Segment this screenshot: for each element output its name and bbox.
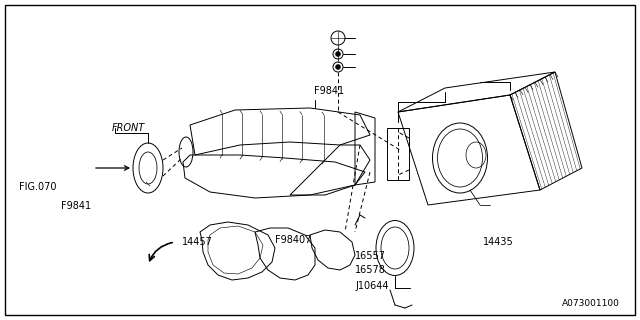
Text: J10644: J10644 <box>355 281 388 292</box>
Text: F9841: F9841 <box>61 201 91 212</box>
Text: A073001100: A073001100 <box>562 299 620 308</box>
Text: 16557: 16557 <box>355 251 386 261</box>
Text: 14457: 14457 <box>182 236 213 247</box>
Text: F9841: F9841 <box>314 86 344 96</box>
Circle shape <box>335 65 340 69</box>
Text: 14435: 14435 <box>483 236 514 247</box>
Text: FIG.070: FIG.070 <box>19 182 57 192</box>
Text: F98407: F98407 <box>275 235 312 245</box>
Text: FRONT: FRONT <box>112 123 145 133</box>
Text: 16578: 16578 <box>355 265 386 276</box>
Circle shape <box>335 52 340 57</box>
